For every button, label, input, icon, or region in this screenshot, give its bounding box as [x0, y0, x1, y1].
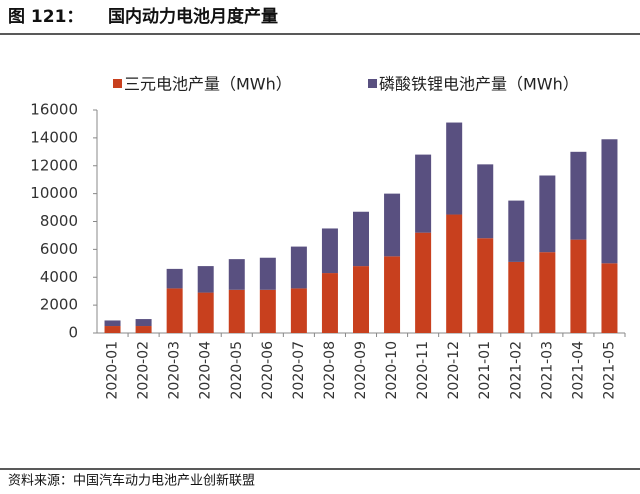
x-tick-label: 2021-05: [601, 341, 617, 400]
bar-segment: [259, 257, 276, 290]
bar-segment: [539, 175, 556, 253]
bar-segment: [508, 200, 525, 262]
bar-segment: [259, 289, 276, 333]
x-tick-label: 2020-07: [291, 341, 307, 400]
y-tick-label: 0: [68, 324, 78, 342]
bar-segment: [415, 154, 432, 233]
x-tick-label: 2020-04: [198, 341, 214, 400]
y-tick-label: 12000: [30, 156, 78, 174]
source-note: 资料来源：中国汽车动力电池产业创新联盟: [8, 473, 255, 489]
bar-segment: [539, 252, 556, 333]
bar-segment: [384, 193, 401, 257]
bar-segment: [135, 326, 152, 333]
bar-segment: [197, 292, 214, 333]
bar-segment: [353, 266, 369, 333]
bar-segment: [104, 320, 121, 327]
x-tick-label: 2020-08: [322, 341, 338, 400]
bar-segment: [290, 246, 307, 289]
bar-segment: [290, 288, 307, 333]
x-tick-label: 2020-11: [415, 341, 431, 400]
x-tick-label: 2020-02: [136, 341, 152, 400]
bar-segment: [321, 273, 338, 333]
y-tick-label: 6000: [40, 240, 78, 258]
y-tick-label: 10000: [30, 184, 78, 202]
bar-segment: [570, 151, 587, 240]
y-tick-label: 8000: [40, 212, 78, 230]
x-tick-label: 2020-01: [105, 341, 121, 400]
x-tick-label: 2021-03: [539, 341, 555, 400]
bar-segment: [570, 239, 587, 333]
y-tick-label: 14000: [30, 128, 78, 146]
x-tick-label: 2020-12: [446, 341, 462, 400]
y-tick-label: 16000: [30, 101, 78, 119]
bar-segment: [477, 164, 494, 239]
bar-segment: [508, 261, 525, 333]
bar-segment: [228, 259, 245, 290]
bar-segment: [321, 228, 338, 274]
bar-segment: [477, 238, 494, 333]
bar-segment: [384, 256, 401, 333]
legend-label: 三元电池产量（MWh）: [124, 75, 292, 94]
x-tick-label: 2020-09: [353, 341, 369, 400]
bar-segment: [601, 263, 618, 333]
x-tick-label: 2020-06: [260, 341, 276, 400]
x-tick-label: 2020-10: [384, 341, 400, 400]
legend-swatch: [368, 79, 377, 88]
figure-number: 图 121：: [8, 7, 83, 27]
bar-segment: [104, 326, 121, 333]
bar-segment: [446, 214, 463, 333]
chart-title: 国内动力电池月度产量: [108, 6, 278, 27]
y-tick-label: 4000: [40, 268, 78, 286]
x-tick-label: 2020-05: [229, 341, 245, 400]
x-tick-label: 2020-03: [167, 341, 183, 400]
bar-segment: [166, 268, 183, 289]
x-tick-label: 2021-01: [477, 341, 493, 400]
x-tick-label: 2021-04: [570, 341, 586, 400]
bar-segment: [601, 139, 618, 264]
bar-segment: [166, 288, 183, 333]
bar-segment: [135, 319, 152, 327]
bar-segment: [197, 266, 214, 293]
legend-swatch: [113, 79, 122, 88]
legend-label: 磷酸铁锂电池产量（MWh）: [379, 75, 579, 94]
y-tick-label: 2000: [40, 296, 78, 314]
bar-segment: [228, 289, 245, 333]
bar-segment: [446, 122, 463, 215]
x-tick-label: 2021-02: [508, 341, 524, 400]
bar-segment: [415, 232, 432, 333]
bar-segment: [353, 211, 369, 267]
